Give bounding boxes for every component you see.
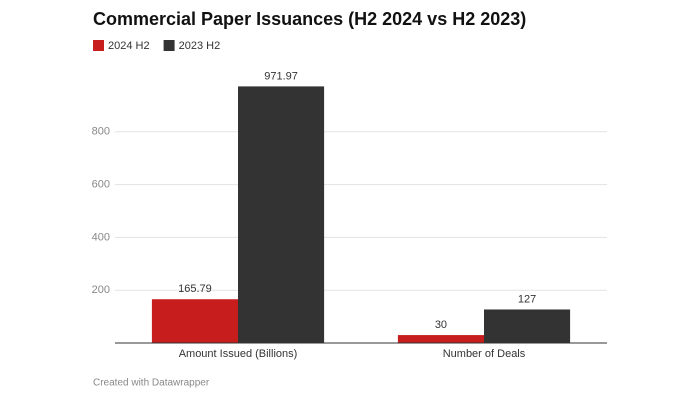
legend-swatch [93,40,104,51]
chart-title: Commercial Paper Issuances (H2 2024 vs H… [93,9,526,29]
value-label: 165.79 [178,283,212,295]
bar [151,299,238,343]
value-label: 30 [435,319,447,331]
x-tick-label: Number of Deals [443,348,526,360]
legend-label: 2023 H2 [179,40,221,52]
x-tick-label: Amount Issued (Billions) [179,348,298,360]
credit: Created with Datawrapper [93,378,210,389]
value-label: 971.97 [264,70,298,82]
value-label: 127 [518,293,536,305]
y-tick-label: 200 [92,284,110,296]
legend-swatch [163,40,175,51]
legend-label: 2024 H2 [108,40,150,52]
bar [238,86,325,344]
y-tick-label: 600 [92,179,110,191]
bar [397,335,484,343]
bar [484,309,571,343]
y-tick-label: 400 [92,231,110,243]
y-tick-label: 800 [92,126,110,138]
